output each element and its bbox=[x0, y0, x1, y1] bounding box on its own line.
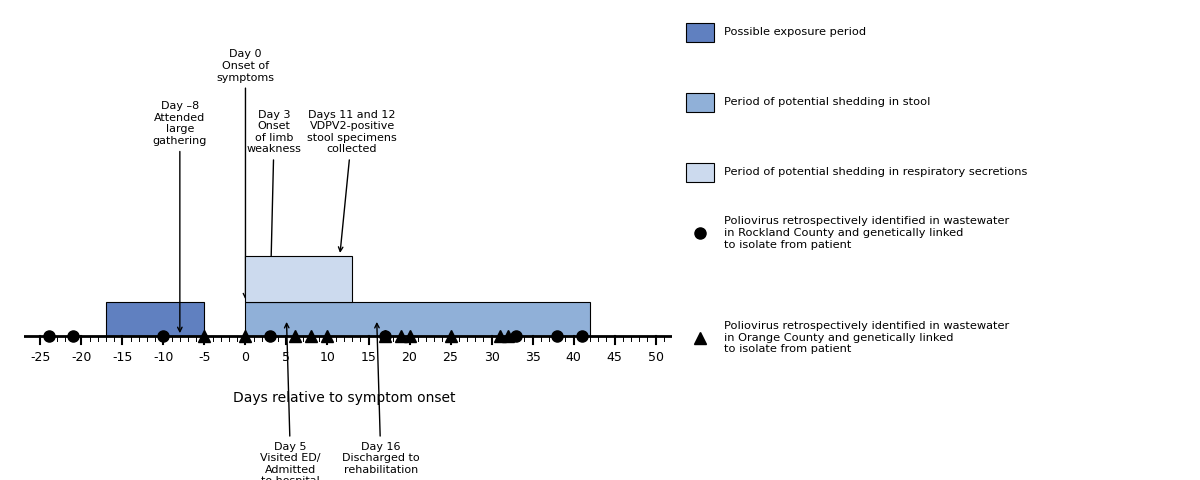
Text: Poliovirus retrospectively identified in wastewater
in Rockland County and genet: Poliovirus retrospectively identified in… bbox=[725, 216, 1009, 250]
Text: -10: -10 bbox=[154, 351, 174, 364]
Text: 50: 50 bbox=[648, 351, 664, 364]
Text: 35: 35 bbox=[524, 351, 540, 364]
Text: Day 3
Onset
of limb
weakness: Day 3 Onset of limb weakness bbox=[247, 109, 301, 298]
Text: Possible exposure period: Possible exposure period bbox=[725, 27, 866, 37]
Text: 5: 5 bbox=[282, 351, 290, 364]
Text: 10: 10 bbox=[319, 351, 336, 364]
Text: Period of potential shedding in stool: Period of potential shedding in stool bbox=[725, 97, 931, 107]
Text: 15: 15 bbox=[360, 351, 377, 364]
Bar bbox=[685, 163, 714, 181]
Bar bbox=[246, 256, 352, 302]
Text: Day –8
Attended
large
gathering: Day –8 Attended large gathering bbox=[152, 101, 208, 332]
Bar bbox=[246, 302, 590, 336]
Text: 45: 45 bbox=[607, 351, 623, 364]
Text: 25: 25 bbox=[443, 351, 458, 364]
Bar bbox=[106, 302, 204, 336]
Text: -25: -25 bbox=[30, 351, 50, 364]
Text: 20: 20 bbox=[402, 351, 418, 364]
Text: -15: -15 bbox=[113, 351, 133, 364]
Text: Days relative to symptom onset: Days relative to symptom onset bbox=[233, 391, 455, 405]
Text: 40: 40 bbox=[565, 351, 582, 364]
Text: -20: -20 bbox=[71, 351, 91, 364]
Text: Days 11 and 12
VDPV2-positive
stool specimens
collected: Days 11 and 12 VDPV2-positive stool spec… bbox=[307, 109, 397, 252]
Text: 0: 0 bbox=[241, 351, 250, 364]
Text: Period of potential shedding in respiratory secretions: Period of potential shedding in respirat… bbox=[725, 167, 1028, 177]
Text: Day 5
Visited ED/
Admitted
to hospital: Day 5 Visited ED/ Admitted to hospital bbox=[260, 324, 320, 480]
Text: Day 16
Discharged to
rehabilitation: Day 16 Discharged to rehabilitation bbox=[342, 324, 420, 475]
Text: 30: 30 bbox=[484, 351, 499, 364]
Text: Day 0
Onset of
symptoms: Day 0 Onset of symptoms bbox=[216, 49, 275, 298]
Text: Poliovirus retrospectively identified in wastewater
in Orange County and genetic: Poliovirus retrospectively identified in… bbox=[725, 321, 1009, 354]
Bar bbox=[685, 23, 714, 42]
Bar bbox=[685, 93, 714, 111]
Text: -5: -5 bbox=[198, 351, 211, 364]
